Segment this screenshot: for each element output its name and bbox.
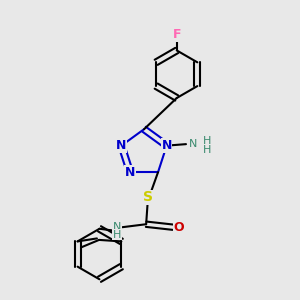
Text: H: H xyxy=(203,136,212,146)
Text: N: N xyxy=(161,139,172,152)
Text: N: N xyxy=(125,166,135,179)
Text: N: N xyxy=(116,139,127,152)
Text: H: H xyxy=(203,145,212,155)
Text: S: S xyxy=(142,190,153,205)
Text: N: N xyxy=(113,222,121,232)
Text: H: H xyxy=(113,230,121,240)
Text: N: N xyxy=(189,139,198,148)
Text: F: F xyxy=(172,28,181,41)
Text: O: O xyxy=(173,221,184,234)
